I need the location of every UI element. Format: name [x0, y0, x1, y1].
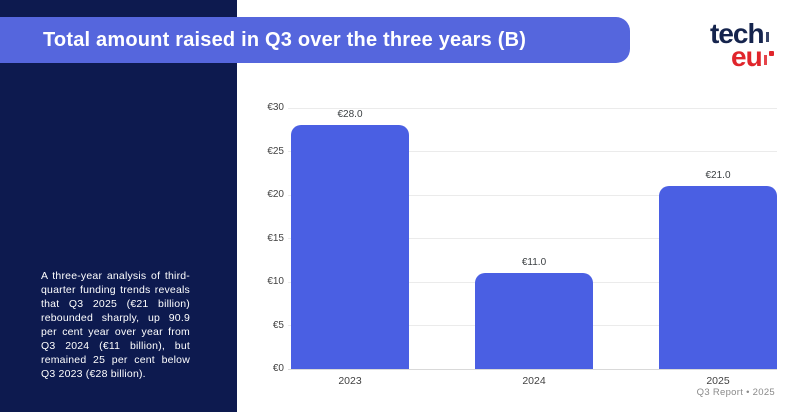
bar-group: €28.0 — [291, 108, 409, 369]
logo-decorative-mark — [763, 55, 767, 65]
gridline — [288, 151, 777, 152]
y-tick-label: €25 — [267, 145, 284, 157]
y-tick-label: €30 — [267, 102, 284, 113]
logo-eu-text: eu — [731, 41, 774, 72]
logo-eu-word: eu — [731, 41, 763, 72]
report-footer: Q3 Report • 2025 — [696, 387, 775, 398]
title-banner: Total amount raised in Q3 over the three… — [0, 17, 630, 63]
y-tick-label: €5 — [272, 319, 284, 331]
gridline — [288, 107, 777, 109]
x-tick-label: 2023 — [338, 375, 362, 387]
logo-dot-icon — [768, 51, 774, 56]
bar-chart: €0 €5 €10 €15 €20 €25 €30 €28.0 2023 €11.0 2024 €2… — [250, 100, 790, 395]
bar — [291, 125, 409, 369]
analysis-summary-text: A three-year analysis of third-quarter f… — [41, 270, 190, 380]
y-tick-label: €15 — [267, 232, 284, 244]
page-title: Total amount raised in Q3 over the three… — [43, 28, 527, 51]
x-tick-label: 2025 — [706, 375, 730, 387]
y-tick-label: €20 — [267, 189, 284, 200]
y-tick-label: €10 — [267, 276, 284, 287]
left-sidebar-panel: A three-year analysis of third-quarter f… — [0, 0, 237, 412]
bar-value-label: €21.0 — [705, 170, 731, 182]
logo-decorative-mark — [765, 32, 769, 42]
gridline — [288, 194, 777, 196]
bar — [475, 273, 593, 369]
bar-value-label: €28.0 — [337, 109, 363, 121]
logo-tech-word: tech — [710, 18, 765, 49]
y-tick-label: €0 — [272, 363, 284, 374]
logo-tech-text: tech — [710, 18, 774, 49]
bar-value-label: €11.0 — [521, 257, 547, 269]
techeu-logo: tech eu — [710, 18, 774, 72]
gridline — [288, 238, 777, 239]
bar — [659, 186, 777, 369]
x-tick-label: 2024 — [522, 375, 546, 387]
x-axis-line — [288, 368, 777, 370]
bar-group: €11.0 — [475, 108, 593, 369]
bar-group: €21.0 — [659, 108, 777, 369]
plot-area: €28.0 2023 €11.0 2024 €21.0 2025 — [288, 107, 777, 387]
